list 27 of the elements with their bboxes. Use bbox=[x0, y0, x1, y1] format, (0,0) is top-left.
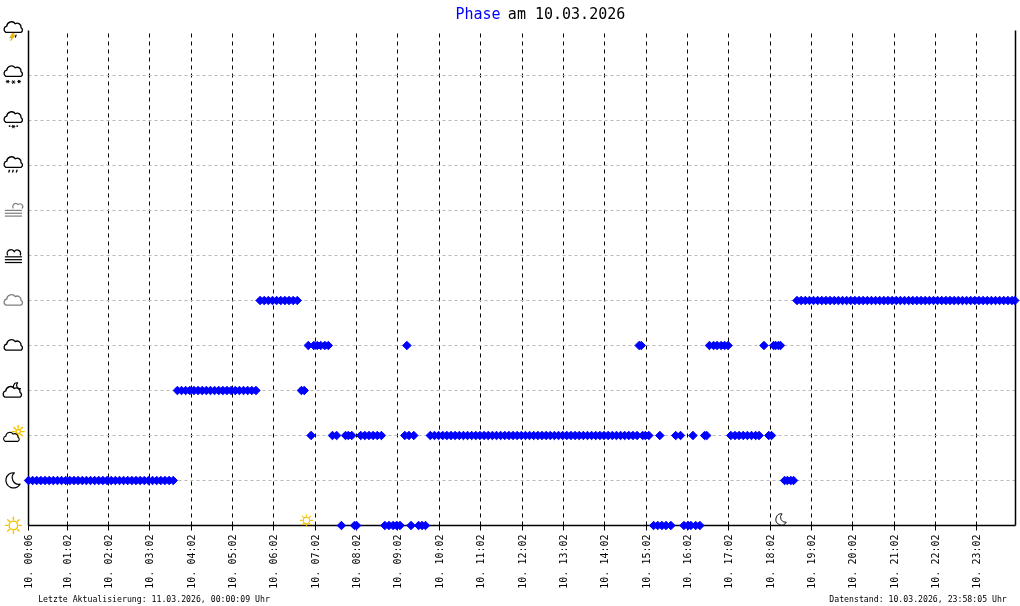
x-tick-label: 10. 14:02 bbox=[599, 534, 611, 589]
x-tick-label: 10. 03:02 bbox=[144, 534, 156, 589]
x-tick-label: 10. 16:02 bbox=[681, 534, 693, 589]
x-tick-label: 10. 07:02 bbox=[309, 534, 321, 589]
text: Datenstand: 10.03.2026, 23:58:05 Uhr bbox=[829, 593, 1007, 604]
x-tick-label: 10. 09:02 bbox=[392, 534, 404, 589]
x-tick-label: 10. 02:02 bbox=[102, 534, 114, 589]
x-tick-label: 10. 19:02 bbox=[805, 534, 817, 589]
x-tick-label: 10. 10:02 bbox=[433, 534, 445, 589]
x-tick-label: 10. 11:02 bbox=[475, 534, 487, 589]
x-tick-label: 10. 01:02 bbox=[61, 534, 73, 589]
x-tick-label: 10. 22:02 bbox=[930, 534, 942, 589]
x-tick-label: 10. 05:02 bbox=[227, 534, 239, 589]
x-tick-label: 10. 00:06 bbox=[23, 534, 34, 589]
x-tick-label: 10. 08:02 bbox=[351, 534, 363, 589]
chart-title: Phase am 10.03.2026 bbox=[455, 4, 626, 23]
x-tick-label: 10. 04:02 bbox=[185, 534, 197, 589]
x-tick-label: 10. 12:02 bbox=[516, 534, 528, 589]
x-tick-label: 10. 23:02 bbox=[971, 534, 983, 589]
x-tick-label: 10. 20:02 bbox=[847, 534, 859, 589]
x-tick-label: 10. 18:02 bbox=[764, 534, 776, 589]
text: Letzte Aktualisierung: 11.03.2026, 00:00:09 Uhr bbox=[38, 593, 270, 604]
x-tick-label: 10. 06:02 bbox=[268, 534, 280, 589]
x-tick-label: 10. 15:02 bbox=[640, 534, 652, 589]
x-tick-label: 10. 13:02 bbox=[557, 534, 569, 589]
x-tick-label: 10. 21:02 bbox=[888, 534, 900, 589]
x-tick-label: 10. 17:02 bbox=[723, 534, 735, 589]
